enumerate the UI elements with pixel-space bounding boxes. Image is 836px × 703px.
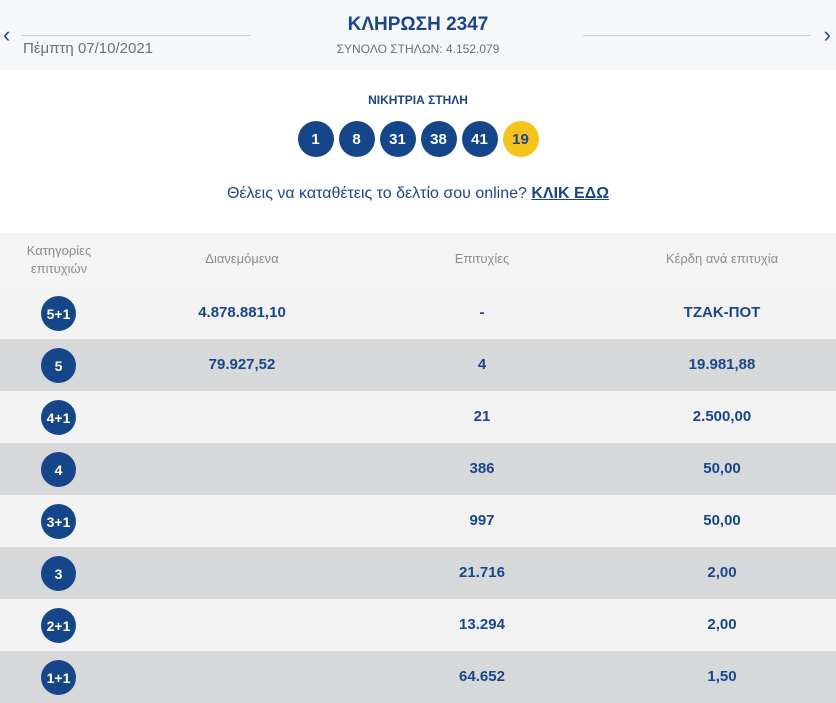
joker-ball: 19	[502, 121, 539, 157]
draw-date: Πέμπτη 07/10/2021	[23, 40, 154, 57]
number-ball: 38	[420, 121, 457, 157]
number-ball: 8	[338, 121, 375, 157]
promo-link[interactable]: ΚΛΙΚ ΕΔΩ	[531, 185, 610, 202]
distributed-cell: 79.927,52	[208, 356, 276, 373]
category-badge: 3+1	[41, 504, 76, 539]
winners-cell: 21.716	[459, 564, 505, 581]
winning-label: ΝΙΚΗΤΡΙΑ ΣΤΗΛΗ	[368, 93, 468, 107]
winners-cell: 64.652	[459, 668, 505, 685]
category-badge: 1+1	[41, 660, 76, 695]
table-row: 3+1 997 50,00	[0, 495, 836, 547]
table-row: 2+1 13.294 2,00	[0, 599, 836, 651]
winners-cell: -	[479, 304, 485, 321]
promo-text: Θέλεις να καταθέτεις το δελτίο σου onlin…	[0, 185, 836, 203]
winners-cell: 386	[469, 460, 495, 477]
winners-cell: 997	[469, 512, 495, 529]
promo-message: Θέλεις να καταθέτεις το δελτίο σου onlin…	[226, 185, 527, 202]
prize-cell: 2.500,00	[692, 408, 752, 425]
winners-cell: 4	[477, 356, 487, 373]
number-ball: 41	[461, 121, 498, 157]
prize-cell: 2,00	[707, 564, 737, 581]
winning-numbers: 1 8 31 38 41 19	[0, 121, 836, 157]
table-row: 5+1 4.878.881,10 - ΤΖΑΚ-ΠΟΤ	[0, 287, 836, 339]
prize-cell: 2,00	[707, 616, 737, 633]
prize-cell: 19.981,88	[688, 356, 756, 373]
header-categories: Κατηγορίες επιτυχιών	[26, 243, 92, 276]
header-distributed: Διανεμόμενα	[205, 251, 279, 266]
total-columns: ΣΥΝΟΛΟ ΣΤΗΛΩΝ: 4.152.079	[336, 42, 500, 56]
winners-cell: 13.294	[459, 616, 505, 633]
table-row: 4 386 50,00	[0, 443, 836, 495]
category-badge: 3	[41, 556, 76, 591]
prize-cell: 50,00	[703, 512, 741, 529]
category-badge: 4	[41, 452, 76, 487]
category-badge: 2+1	[41, 608, 76, 643]
divider	[22, 35, 250, 36]
number-ball: 31	[379, 121, 416, 157]
table-row: 1+1 64.652 1,50	[0, 651, 836, 703]
table-row: 4+1 21 2.500,00	[0, 391, 836, 443]
prize-cell: ΤΖΑΚ-ΠΟΤ	[683, 304, 761, 321]
header-winners: Επιτυχίες	[454, 251, 510, 266]
table-row: 5 79.927,52 4 19.981,88	[0, 339, 836, 391]
prize-cell: 1,50	[707, 668, 737, 685]
table-row: 3 21.716 2,00	[0, 547, 836, 599]
next-draw-chevron-right-icon[interactable]: ›	[823, 22, 831, 47]
prev-draw-chevron-left-icon[interactable]: ‹	[3, 22, 11, 47]
distributed-cell: 4.878.881,10	[198, 304, 286, 321]
category-badge: 4+1	[41, 400, 76, 435]
winners-cell: 21	[473, 408, 491, 425]
header-prize: Κέρδη ανά επιτυχία	[665, 251, 779, 266]
draw-title: ΚΛΗΡΩΣΗ 2347	[347, 14, 489, 35]
draw-header: ‹ › Πέμπτη 07/10/2021 ΚΛΗΡΩΣΗ 2347 ΣΥΝΟΛ…	[0, 0, 836, 70]
divider	[583, 35, 811, 36]
table-header: Κατηγορίες επιτυχιών Διανεμόμενα Επιτυχί…	[0, 233, 836, 287]
prize-cell: 50,00	[703, 460, 741, 477]
category-badge: 5+1	[41, 296, 76, 331]
category-badge: 5	[41, 348, 76, 383]
number-ball: 1	[297, 121, 334, 157]
